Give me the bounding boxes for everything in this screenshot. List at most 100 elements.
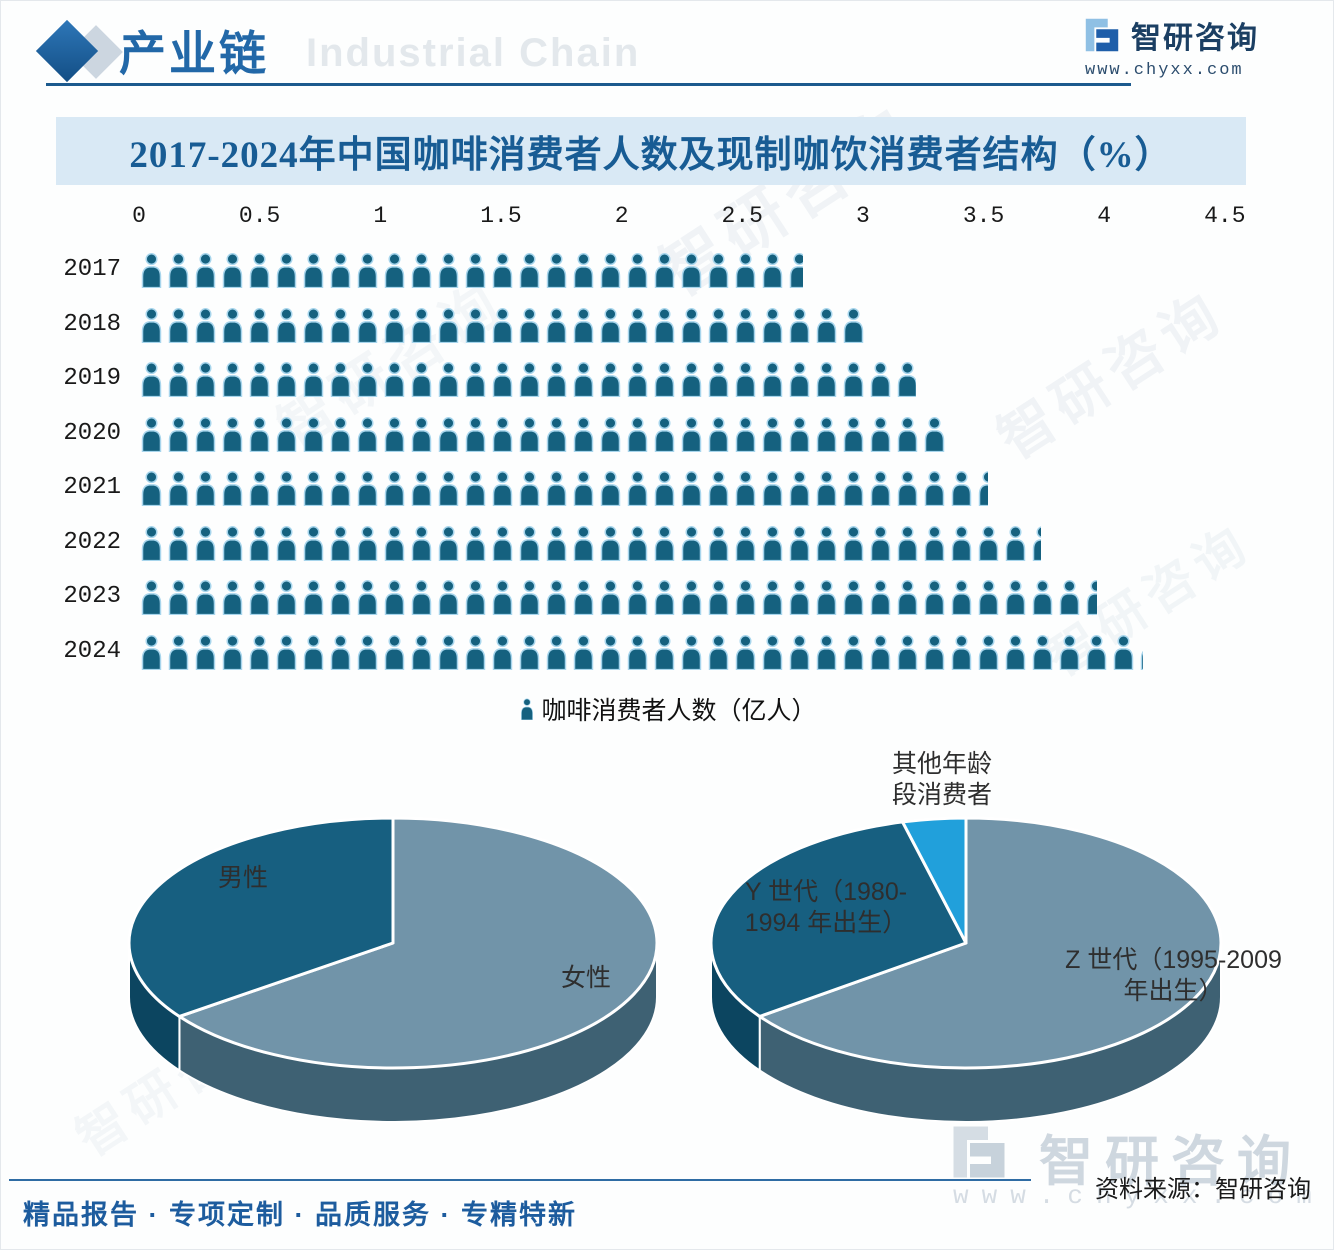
person-icon — [978, 635, 999, 670]
person-icon — [843, 635, 864, 670]
person-icon — [627, 362, 648, 397]
person-icon — [411, 526, 432, 561]
person-icon — [708, 253, 729, 288]
person-icon — [465, 253, 486, 288]
person-icon — [141, 308, 162, 343]
person-icon — [735, 526, 756, 561]
person-icon — [789, 362, 810, 397]
person-icon — [168, 580, 189, 615]
person-icon — [573, 471, 594, 506]
person-icon — [627, 580, 648, 615]
person-icon — [546, 417, 567, 452]
person-icon — [654, 471, 675, 506]
person-icon — [465, 580, 486, 615]
person-icon — [492, 580, 513, 615]
person-icon — [762, 526, 783, 561]
person-icon — [816, 526, 837, 561]
person-icon — [303, 526, 324, 561]
person-icon — [303, 253, 324, 288]
person-icon — [438, 635, 459, 670]
person-icon — [573, 253, 594, 288]
person-icon — [195, 526, 216, 561]
pictograph-row: 2021 — [1, 468, 1333, 506]
person-icon — [465, 526, 486, 561]
person-icon — [195, 362, 216, 397]
person-icon — [951, 471, 972, 506]
person-icon — [708, 526, 729, 561]
person-icon — [843, 580, 864, 615]
person-icon — [816, 580, 837, 615]
watermark-logo-icon — [953, 1126, 1005, 1178]
person-icon — [141, 253, 162, 288]
person-icon — [249, 471, 270, 506]
person-icon — [411, 253, 432, 288]
person-icon — [492, 635, 513, 670]
person-icon — [735, 471, 756, 506]
person-icon — [519, 253, 540, 288]
person-icon — [195, 580, 216, 615]
person-icon — [276, 580, 297, 615]
person-icon — [762, 253, 783, 288]
person-icon — [762, 580, 783, 615]
person-icon — [222, 580, 243, 615]
person-icon — [168, 526, 189, 561]
person-icon — [303, 635, 324, 670]
person-icon — [384, 308, 405, 343]
person-icon — [573, 308, 594, 343]
person-icon — [465, 417, 486, 452]
person-icon — [924, 471, 945, 506]
person-icon — [141, 580, 162, 615]
person-icon — [357, 308, 378, 343]
person-icon — [330, 635, 351, 670]
person-icon — [600, 635, 621, 670]
person-icon — [735, 635, 756, 670]
person-icon — [870, 362, 891, 397]
person-icon — [1005, 526, 1026, 561]
person-icon — [789, 417, 810, 452]
chart-title: 2017-2024年中国咖啡消费者人数及现制咖饮消费者结构（%） — [129, 135, 1173, 176]
person-icon — [492, 253, 513, 288]
icon-strip — [139, 577, 1097, 615]
pictograph-row: 2020 — [1, 414, 1333, 452]
footer-slogan: 精品报告 · 专项定制 · 品质服务 · 专精特新 — [23, 1200, 577, 1230]
pie-label-other-age: 其他年龄 段消费者 — [892, 750, 993, 809]
person-icon — [681, 417, 702, 452]
person-icon — [600, 362, 621, 397]
person-icon — [789, 471, 810, 506]
person-icon — [438, 526, 459, 561]
person-icon — [465, 308, 486, 343]
person-icon — [573, 417, 594, 452]
person-icon — [843, 362, 864, 397]
person-icon — [546, 526, 567, 561]
icon-strip — [139, 632, 1143, 670]
person-icon — [654, 253, 675, 288]
person-icon — [330, 526, 351, 561]
year-label: 2022 — [63, 529, 121, 556]
diamond-icon — [35, 19, 99, 83]
person-icon — [519, 635, 540, 670]
person-icon — [330, 308, 351, 343]
year-label: 2017 — [63, 256, 121, 283]
person-icon — [600, 308, 621, 343]
person-icon — [897, 417, 918, 452]
person-icon — [303, 417, 324, 452]
person-icon — [330, 471, 351, 506]
year-label: 2018 — [63, 311, 121, 338]
person-icon — [1032, 580, 1053, 615]
icon-strip — [139, 468, 988, 506]
person-icon — [870, 635, 891, 670]
watermark-brand: 智研咨询 — [1039, 1132, 1303, 1192]
person-icon — [276, 308, 297, 343]
person-icon — [789, 580, 810, 615]
person-icon — [384, 471, 405, 506]
person-icon — [681, 362, 702, 397]
icon-strip — [139, 523, 1041, 561]
person-icon — [789, 526, 810, 561]
person-icon — [654, 580, 675, 615]
header-divider — [46, 83, 1131, 86]
person-icon — [168, 253, 189, 288]
person-icon — [521, 698, 534, 720]
year-label: 2020 — [63, 420, 121, 447]
person-icon — [168, 362, 189, 397]
person-icon — [222, 635, 243, 670]
